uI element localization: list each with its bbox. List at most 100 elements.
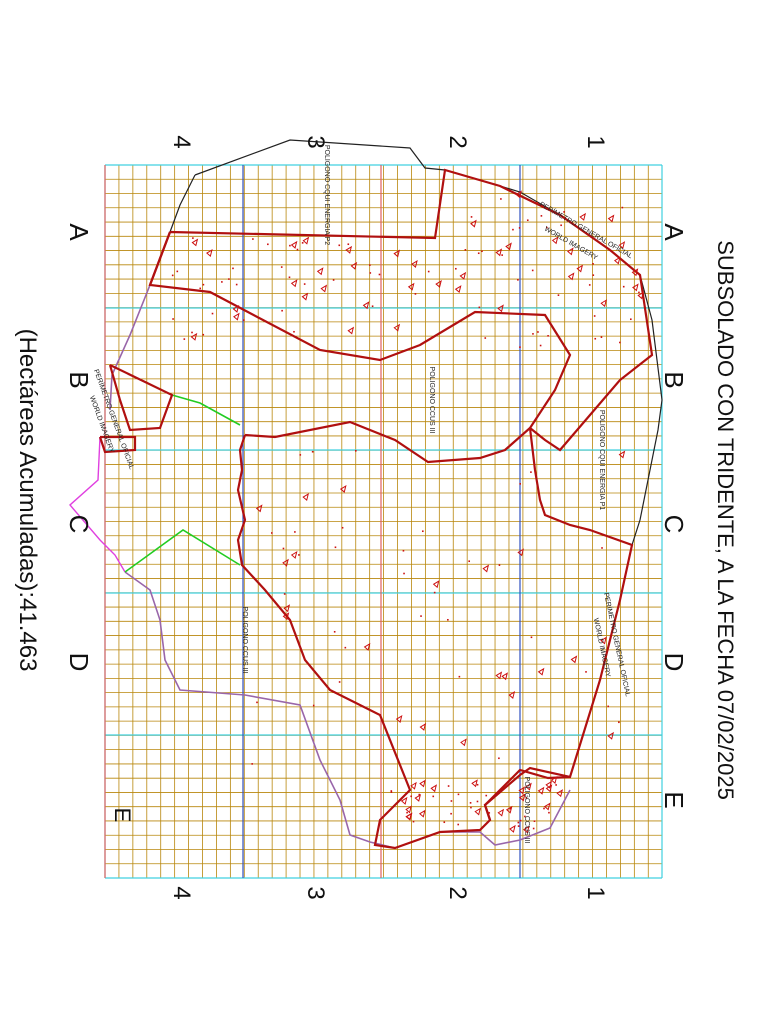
treatment-dot: [294, 531, 296, 533]
grid-letter-d-right: D: [659, 653, 689, 672]
treatment-mark: [607, 214, 615, 223]
grid-letters-left: A B C D: [64, 223, 94, 671]
treatment-dot: [390, 790, 393, 792]
accumulated-hectares: (Hectáreas Acumuladas):41.463: [14, 329, 41, 672]
boundary-ccus-main: [236, 427, 634, 850]
treatment-dot: [232, 267, 234, 270]
treatment-mark: [579, 212, 587, 221]
polygon-label-ccus-small: POLIGONO CCUS III: [523, 777, 530, 844]
treatment-mark: [550, 776, 558, 784]
treatment-dot: [540, 215, 543, 217]
treatment-dot: [338, 681, 341, 683]
grid-number-4-bottom: 4: [168, 886, 195, 899]
green-line-top: [171, 394, 241, 426]
treatment-dot: [594, 337, 597, 340]
treatment-dot: [312, 704, 315, 707]
treatment-dot: [530, 636, 533, 639]
treatment-mark: [607, 731, 614, 740]
treatment-dot: [271, 532, 273, 534]
treatment-mark: [517, 548, 524, 557]
treatment-mark: [290, 279, 298, 288]
treatment-mark: [395, 715, 403, 724]
treatment-dot: [498, 564, 501, 566]
treatment-mark: [474, 807, 481, 816]
treatment-dot: [369, 264, 371, 266]
boundary-left-small2: [98, 435, 137, 454]
treatment-dot: [548, 811, 550, 814]
treatment-mark: [543, 802, 551, 811]
treatment-mark: [454, 285, 462, 294]
treatment-mark: [570, 655, 578, 664]
treatment-mark: [505, 242, 512, 251]
treatment-dot: [638, 291, 640, 294]
treatment-dot: [211, 312, 214, 315]
treatment-mark: [505, 805, 513, 814]
treatment-dot: [601, 547, 603, 549]
grid-numbers-top: 1 2 3 4: [168, 135, 609, 148]
treatment-mark: [363, 642, 371, 651]
treatment-dot: [418, 793, 421, 796]
treatment-mark: [576, 264, 584, 273]
treatment-dot: [500, 198, 502, 200]
treatment-dot: [563, 211, 565, 213]
grid-number-2-top: 2: [444, 135, 471, 148]
treatment-mark: [414, 793, 422, 802]
polygon-label-p1: POLIGONO CQUI ENERGIA P1: [598, 410, 605, 510]
treatment-dot: [332, 279, 335, 281]
treatment-mark: [350, 261, 358, 270]
grid-numbers-bottom: 1 2 3 4: [168, 886, 609, 899]
treatment-dot: [476, 783, 479, 786]
treatment-dot: [283, 593, 286, 595]
treatment-dot: [470, 806, 472, 809]
treatment-dot: [378, 273, 381, 276]
treatment-dot: [537, 331, 539, 333]
treatment-dot: [296, 248, 299, 251]
treatment-dot: [498, 757, 500, 760]
treatment-dot: [524, 815, 526, 818]
treatment-mark: [410, 781, 417, 790]
treatment-mark: [302, 236, 310, 245]
treatment-dot: [281, 309, 283, 312]
grid-letter-d-left: D: [64, 653, 94, 672]
treatment-mark: [545, 780, 553, 789]
treatment-mark: [301, 292, 309, 301]
treatment-dot: [539, 344, 542, 347]
treatment-mark: [255, 504, 263, 513]
treatment-mark: [400, 796, 408, 805]
treatment-mark: [600, 299, 607, 308]
polygon-label-ccus3b: POLIGONO CCUS III: [241, 607, 248, 674]
treatment-mark: [411, 260, 418, 268]
treatment-mark: [515, 190, 522, 199]
treatment-mark: [567, 272, 575, 281]
grid-letters-right: A B C D E: [659, 223, 689, 808]
grid-letter-b-left: B: [64, 371, 94, 388]
treatment-mark: [613, 256, 621, 265]
treatment-mark: [339, 485, 347, 493]
treatment-mark: [537, 667, 545, 676]
treatment-mark: [632, 283, 639, 292]
treatment-dot: [355, 450, 357, 452]
treatment-mark: [495, 671, 503, 680]
grid-number-3-bottom: 3: [302, 886, 329, 899]
treatment-mark: [471, 779, 478, 788]
treatment-dot: [371, 305, 374, 308]
treatment-dot: [621, 206, 624, 209]
treatment-mark: [618, 450, 626, 459]
grid-lines: [104, 164, 663, 879]
treatment-dot: [298, 554, 300, 556]
treatment-dot: [592, 274, 595, 276]
treatment-dot: [289, 244, 291, 247]
treatment-dot: [468, 560, 471, 563]
grid-letter-c-right: C: [659, 515, 689, 534]
treatment-dot: [501, 254, 503, 256]
treatment-dot: [457, 823, 460, 826]
treatment-dot: [347, 243, 350, 246]
treatment-dot: [518, 227, 521, 229]
treatment-dot: [390, 791, 393, 793]
treatment-mark: [631, 268, 639, 277]
treatment-mark: [497, 808, 505, 817]
treatment-dot: [525, 797, 528, 799]
treatment-dot: [517, 279, 519, 281]
treatment-dot: [288, 276, 291, 279]
